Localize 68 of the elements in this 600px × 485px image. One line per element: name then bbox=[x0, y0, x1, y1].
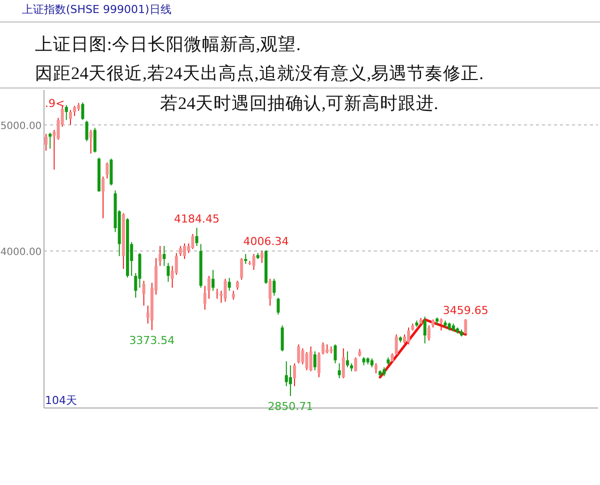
y-tick-label: 5000.00 bbox=[0, 120, 42, 132]
text: 因距24天很近,若24天出高点,追就没有意义,易遇节奏修正. bbox=[35, 63, 484, 83]
candlestick bbox=[191, 233, 194, 250]
candlestick bbox=[297, 344, 300, 364]
candlestick bbox=[268, 278, 272, 306]
annotation: 4006.34 bbox=[243, 235, 289, 248]
candlestick bbox=[240, 258, 244, 280]
candlestick bbox=[216, 288, 219, 300]
chart-title: 上证指数(SHSE 999001)日线 bbox=[22, 3, 172, 16]
candlestick bbox=[423, 316, 426, 344]
candlestick bbox=[272, 278, 276, 296]
candlestick bbox=[224, 278, 227, 302]
candlestick bbox=[354, 356, 358, 372]
candlestick bbox=[288, 364, 292, 397]
candlestick bbox=[313, 350, 316, 371]
candlestick bbox=[212, 269, 215, 292]
candlestick bbox=[158, 245, 162, 266]
candlestick bbox=[85, 120, 88, 142]
candlestick bbox=[244, 254, 248, 264]
candlestick bbox=[309, 346, 312, 372]
candlestick bbox=[162, 245, 166, 266]
candlestick bbox=[284, 360, 288, 387]
candlestick bbox=[301, 348, 304, 365]
candlestick bbox=[73, 105, 76, 116]
candlestick bbox=[195, 227, 198, 246]
candlestick bbox=[81, 102, 84, 120]
annotation: .9< bbox=[45, 97, 65, 110]
candlestick bbox=[334, 344, 337, 364]
annotation: 4184.45 bbox=[174, 212, 220, 226]
candlestick bbox=[178, 245, 182, 257]
candlestick bbox=[427, 324, 430, 342]
annotation: 3459.65 bbox=[442, 304, 488, 318]
candlestick bbox=[342, 348, 345, 379]
candlestick bbox=[174, 252, 178, 276]
annotation: 104天 bbox=[45, 394, 77, 407]
annotation: 若24天时遇回抽确认,可新高时跟进. bbox=[160, 93, 438, 113]
candlestick bbox=[293, 362, 296, 387]
candlestick bbox=[338, 362, 341, 379]
candlestick bbox=[346, 350, 349, 368]
text: 上证日图:今日长阳微幅新高,观望. bbox=[35, 34, 301, 54]
candlestick bbox=[374, 362, 378, 374]
candlestick bbox=[102, 176, 105, 219]
candlestick bbox=[440, 318, 443, 332]
candlestick bbox=[228, 277, 231, 292]
candlestick bbox=[322, 342, 325, 355]
annotation: 2850.71 bbox=[268, 400, 314, 414]
candlestick bbox=[183, 242, 186, 260]
candlestick bbox=[89, 129, 92, 154]
candlestick bbox=[93, 127, 96, 154]
candlestick bbox=[394, 334, 398, 355]
candlestick bbox=[142, 280, 146, 306]
candlestick bbox=[166, 262, 170, 282]
candlestick bbox=[317, 352, 320, 378]
candlestick bbox=[106, 162, 109, 179]
y-tick-label: 4000.00 bbox=[0, 247, 42, 258]
candlestick bbox=[68, 109, 72, 126]
candlestick bbox=[252, 254, 256, 270]
candlestick bbox=[203, 285, 206, 310]
candlestick bbox=[280, 324, 284, 352]
candlestick bbox=[276, 297, 280, 316]
candlestick bbox=[44, 133, 48, 152]
candlestick bbox=[260, 250, 264, 264]
candlestick bbox=[305, 351, 308, 371]
candlestick bbox=[464, 318, 468, 334]
candlestick bbox=[207, 275, 210, 300]
candlestick bbox=[64, 104, 68, 120]
annotation: 3373.54 bbox=[129, 334, 175, 348]
candlestick bbox=[407, 326, 410, 345]
